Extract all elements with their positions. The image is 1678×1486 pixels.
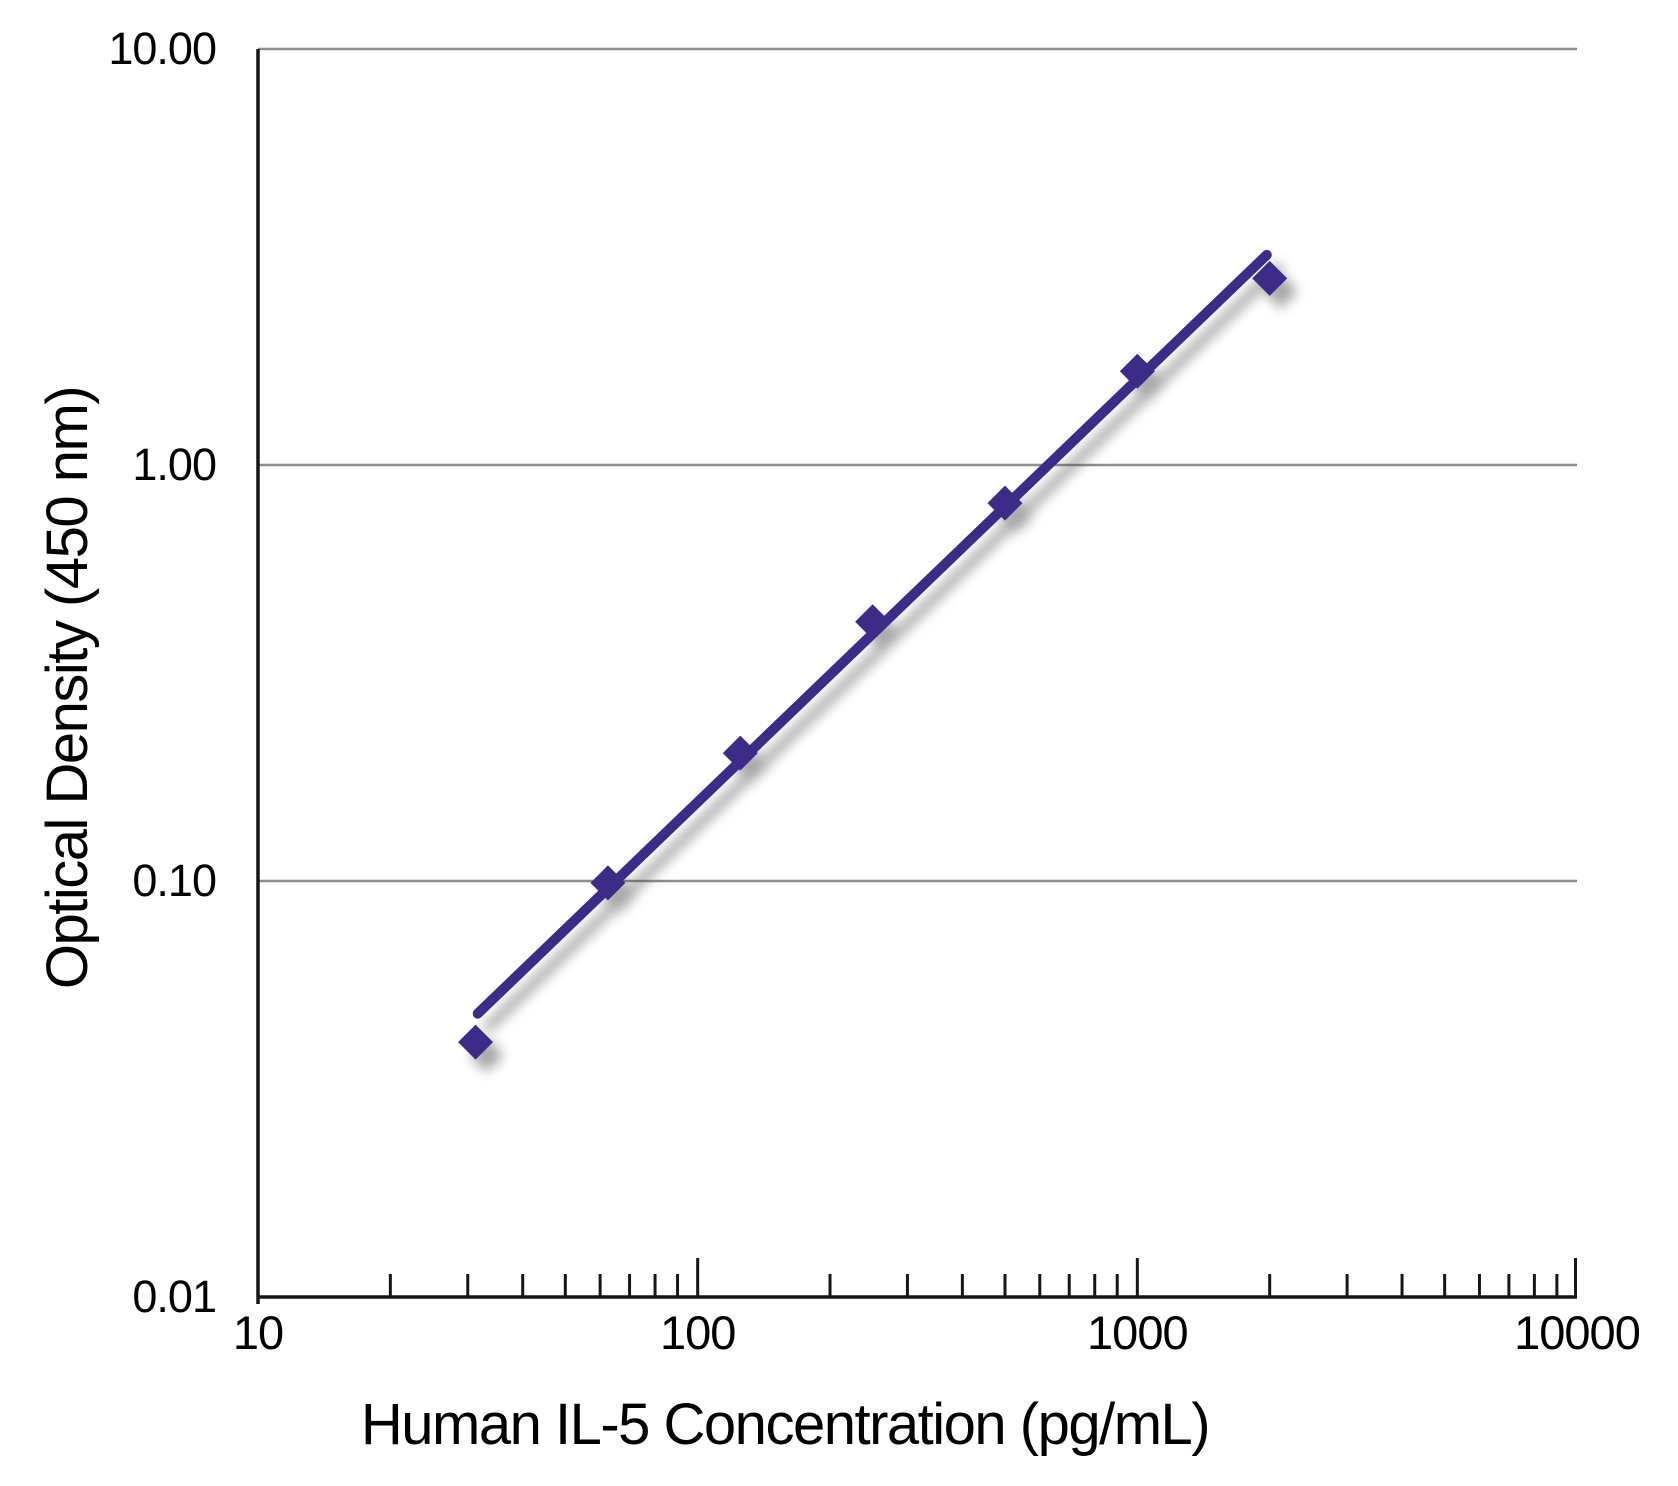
x-tick-label: 10000 xyxy=(1514,1306,1640,1359)
data-point-diamond xyxy=(722,735,758,771)
x-tick-label: 100 xyxy=(660,1306,735,1359)
data-point-diamond xyxy=(590,865,626,901)
data-point-diamond xyxy=(1252,260,1288,296)
data-point-diamond xyxy=(458,1024,494,1060)
x-tick-label: 10 xyxy=(233,1306,283,1359)
y-tick-label: 0.01 xyxy=(132,1271,216,1322)
y-tick-label: 10.00 xyxy=(108,23,216,74)
data-point-diamond xyxy=(1119,353,1155,389)
x-tick-label: 1000 xyxy=(1087,1306,1188,1359)
x-axis-title: Human IL-5 Concentration (pg/mL) xyxy=(360,1392,1211,1457)
y-tick-label: 0.10 xyxy=(132,855,216,906)
y-tick-label: 1.00 xyxy=(132,439,216,490)
data-point-diamond xyxy=(987,485,1023,521)
y-axis-title: Optical Density (450 nm) xyxy=(35,386,100,990)
data-point-diamond xyxy=(855,604,891,640)
series-group xyxy=(458,249,1288,1060)
